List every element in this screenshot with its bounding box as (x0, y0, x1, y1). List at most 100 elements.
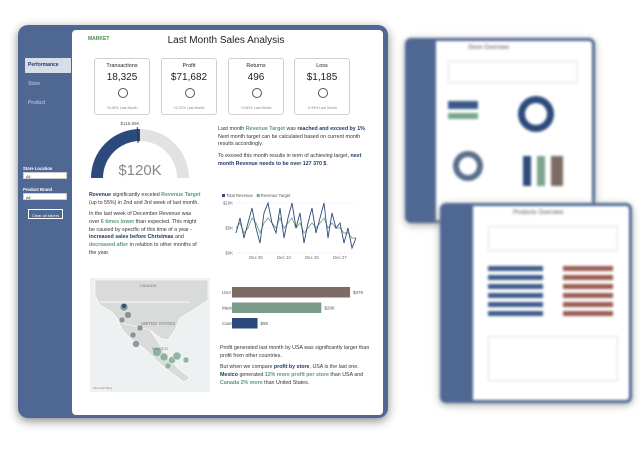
bg-cards (448, 61, 578, 83)
map-attribution: Microsoft Bing (93, 386, 112, 390)
text-block: Last month Revenue Target was reached an… (218, 126, 370, 172)
kpi-title: Returns (246, 63, 266, 69)
map: CANADA UNITED STATES MEXICO Microsoft Bi… (90, 278, 210, 392)
bg-bars (448, 101, 478, 141)
paragraph: Revenue significantly exceled Revenue Ta… (89, 192, 201, 207)
text-run: than USA and (328, 372, 364, 379)
text-run: (up to 55%) in 2nd and 3rd week of last … (89, 199, 199, 206)
category-label: Canada (222, 321, 238, 326)
gauge-value-label: $120K (118, 162, 161, 179)
text-run: than expected. This might be caused by s… (89, 219, 197, 233)
kpi-title: Loss (316, 63, 328, 69)
text-run: decreased after (89, 242, 129, 249)
bg-sidebar (408, 41, 436, 220)
bg-bars (523, 156, 563, 186)
paragraph: Last month Revenue Target was reached an… (218, 126, 370, 149)
filter-dropdown: All (23, 193, 67, 200)
text-run: 6 times lower (100, 219, 135, 226)
bg-title: Products Overview (513, 210, 564, 216)
bg-sidebar (443, 206, 473, 400)
legend-label: Revenue Target (261, 193, 291, 198)
bg-table (488, 336, 618, 381)
nav-item: Product (28, 100, 46, 106)
text-run: reached and exceed by 1% (297, 126, 365, 132)
bg-page: Store Overview (405, 38, 595, 223)
bg-donut (518, 96, 554, 132)
kpi-value: 496 (247, 72, 265, 83)
text-run: next month Revenue needs to be over 127 … (218, 153, 362, 167)
bg-bars (563, 266, 613, 316)
kpi-card: Profit $71,682 +5.22% Last Month (161, 58, 217, 115)
legend-swatch (222, 194, 225, 197)
gauge-target-label: $115.89K (121, 121, 140, 126)
text-run: generated (237, 372, 265, 379)
text-run: profit by store (273, 364, 310, 371)
kpi-value: 18,325 (106, 72, 138, 83)
y-tick-label: $5K (225, 226, 233, 231)
text-run: . (326, 160, 328, 167)
bar (232, 318, 258, 329)
category-label: USA (222, 290, 231, 295)
text-run: Revenue Target (245, 126, 286, 132)
text-run: In the last week of December Revenue was… (89, 211, 192, 226)
legend-swatch (256, 194, 260, 197)
text-block: Profit generated last month by USA was s… (220, 345, 370, 391)
y-tick-label: $0K (225, 251, 233, 256)
background-pages: Store Overview Products Overview (400, 30, 640, 430)
x-tick-label: Dec 13 (277, 255, 291, 260)
bg-page: Products Overview (440, 203, 632, 403)
nav-item: Performance (25, 58, 71, 73)
bg-bars (488, 266, 543, 316)
legend-label: Total Revenue (226, 193, 253, 198)
kpi-note: -5.99% Last Month (306, 106, 338, 110)
value-label: $37K (353, 290, 364, 295)
paragraph: In the last week of December Revenue was… (89, 211, 201, 257)
x-tick-label: Dec 06 (249, 255, 263, 260)
kpi-row: Transactions 18,325 +5.38% Last Month Profi… (0, 0, 350, 115)
text-run: Revenue (89, 192, 112, 198)
text-run: increased sales before Christmas (89, 234, 174, 241)
y-tick-label: $10K (223, 201, 233, 206)
nav-item: Store (28, 81, 40, 87)
text-run: significantly exceled (111, 192, 162, 198)
text-run: Last month (218, 126, 246, 132)
kpi-value: $1,185 (306, 72, 338, 83)
paragraph: But when we compare profit by store, USA… (220, 364, 370, 387)
value-label: $28K (324, 305, 335, 310)
kpi-icon (118, 88, 128, 98)
gauge-target (136, 127, 139, 144)
kpi-title: Profit (182, 63, 196, 69)
x-tick-label: Dec 20 (305, 255, 319, 260)
text-run: . Next month target can be calculated ba… (218, 126, 367, 148)
kpi-title: Transactions (106, 63, 138, 69)
category-label: Mexico (222, 305, 237, 310)
text-block: Revenue significantly exceled Revenue Ta… (89, 192, 201, 261)
map-label: MEXICO (152, 346, 168, 351)
kpi-card: Returns 496 +5.80% Last Month (228, 58, 284, 115)
kpi-note: +5.38% Last Month (106, 106, 138, 110)
map-label: CANADA (140, 283, 157, 288)
x-tick-label: Dec 27 (333, 255, 347, 260)
text-run: , USA is the last one. (309, 364, 359, 371)
bg-title: Store Overview (468, 45, 510, 51)
paragraph: To exceed this month results in term of … (218, 153, 370, 168)
page-title: Last Month Sales Analysis (167, 35, 285, 46)
kpi-icon (318, 88, 328, 98)
text-run: Mexico (220, 372, 238, 379)
logo: MARKET (88, 36, 110, 42)
text-run: than United States. (262, 379, 310, 386)
bg-donut (453, 151, 483, 181)
text-run: Profit generated last month by USA was s… (220, 345, 370, 359)
text-run: But when we compare (220, 364, 274, 371)
kpi-card: Loss $1,185 -5.99% Last Month (294, 58, 350, 115)
clear-button[interactable]: Clear all slicers (28, 209, 63, 219)
kpi-note: +5.80% Last Month (240, 106, 272, 110)
text-run: 12% more profit per store (264, 372, 329, 379)
paragraph: Profit generated last month by USA was s… (220, 345, 370, 360)
text-run: in relation to other months of the year. (89, 242, 197, 256)
filter-label: Store Location (23, 166, 53, 171)
filter-label: Product Brand (23, 187, 53, 192)
kpi-icon (252, 88, 262, 98)
